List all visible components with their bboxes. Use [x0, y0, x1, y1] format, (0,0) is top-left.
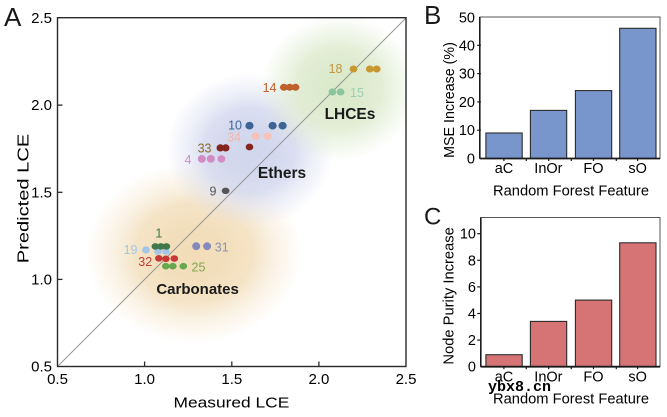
- svg-text:FO: FO: [583, 161, 603, 177]
- svg-text:2: 2: [468, 333, 476, 349]
- svg-text:40: 40: [459, 38, 475, 54]
- svg-text:aC: aC: [495, 370, 514, 386]
- svg-text:sO: sO: [628, 161, 647, 177]
- svg-text:8: 8: [468, 253, 476, 269]
- svg-text:Node Purity Increase: Node Purity Increase: [441, 227, 458, 364]
- svg-text:30: 30: [459, 67, 475, 83]
- svg-text:1.5: 1.5: [31, 184, 52, 201]
- svg-text:Random Forest Feature: Random Forest Feature: [493, 184, 649, 200]
- svg-text:4: 4: [185, 153, 192, 167]
- svg-text:15: 15: [350, 86, 364, 100]
- svg-text:ybx8.cn: ybx8.cn: [488, 379, 551, 396]
- svg-text:10: 10: [460, 227, 476, 243]
- svg-text:0: 0: [467, 152, 475, 168]
- svg-text:20: 20: [459, 95, 475, 111]
- svg-text:C: C: [424, 204, 441, 231]
- svg-text:2.0: 2.0: [31, 97, 52, 114]
- svg-text:2.5: 2.5: [31, 10, 52, 27]
- svg-text:9: 9: [210, 184, 217, 198]
- svg-text:InOr: InOr: [534, 161, 562, 177]
- svg-text:1.0: 1.0: [134, 371, 155, 388]
- svg-text:19: 19: [124, 243, 138, 257]
- svg-text:10: 10: [228, 119, 242, 133]
- svg-text:1: 1: [155, 227, 162, 241]
- svg-text:50: 50: [459, 11, 475, 27]
- svg-text:sO: sO: [628, 370, 647, 386]
- svg-text:aC: aC: [495, 161, 514, 177]
- svg-text:2.5: 2.5: [396, 371, 417, 388]
- svg-text:MSE Increase (%): MSE Increase (%): [441, 42, 458, 158]
- svg-text:A: A: [4, 2, 22, 32]
- svg-text:FO: FO: [583, 370, 603, 386]
- svg-text:33: 33: [198, 141, 212, 155]
- svg-text:18: 18: [329, 62, 343, 76]
- svg-text:4: 4: [468, 307, 476, 323]
- svg-text:LHCEs: LHCEs: [325, 106, 376, 123]
- svg-text:Carbonates: Carbonates: [156, 281, 239, 298]
- svg-text:1.0: 1.0: [31, 271, 52, 288]
- svg-text:Random Forest Feature: Random Forest Feature: [493, 392, 649, 408]
- svg-text:34: 34: [227, 131, 241, 145]
- svg-text:Measured LCE: Measured LCE: [174, 395, 290, 412]
- svg-text:1.5: 1.5: [221, 371, 242, 388]
- svg-text:0.5: 0.5: [31, 359, 52, 376]
- svg-text:2.0: 2.0: [308, 371, 329, 388]
- svg-text:25: 25: [192, 260, 206, 274]
- svg-text:10: 10: [459, 123, 475, 139]
- svg-text:31: 31: [215, 240, 229, 254]
- svg-text:0: 0: [468, 360, 476, 376]
- svg-text:Ethers: Ethers: [258, 165, 306, 182]
- svg-text:32: 32: [138, 255, 152, 269]
- svg-text:0.5: 0.5: [47, 371, 68, 388]
- svg-text:B: B: [424, 0, 441, 30]
- svg-text:InOr: InOr: [534, 370, 562, 386]
- svg-text:6: 6: [468, 280, 476, 296]
- svg-text:Predicted LCE: Predicted LCE: [16, 134, 33, 264]
- svg-text:14: 14: [263, 81, 277, 95]
